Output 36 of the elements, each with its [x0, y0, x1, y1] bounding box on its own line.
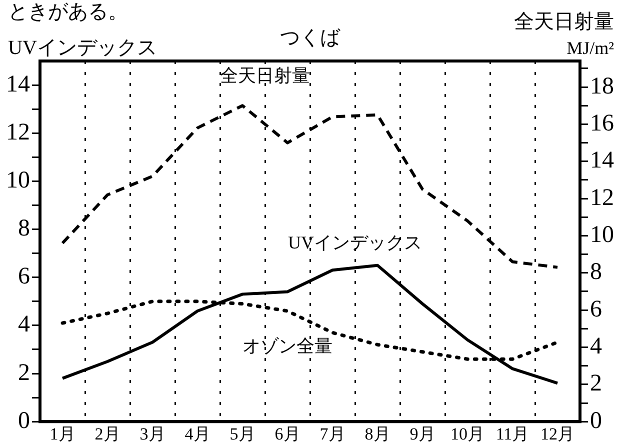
x-tick-label: 2月	[94, 424, 120, 444]
x-tick-label: 4月	[184, 424, 210, 444]
x-tick-label: 9月	[410, 424, 436, 444]
y2-tick-label: 4	[590, 334, 602, 360]
y-tick-label: 8	[18, 216, 30, 242]
y-tick-label: 0	[18, 408, 30, 434]
y-tick-label: 12	[6, 119, 30, 146]
y2-tick-label: 16	[590, 110, 614, 136]
y2-tick-label: 12	[590, 184, 614, 211]
chart-title: つくば	[280, 27, 341, 49]
x-tick-label: 10月	[450, 424, 484, 444]
y2-tick-label: 0	[590, 408, 602, 434]
x-tick-label: 5月	[230, 424, 256, 444]
y2-tick-label: 8	[590, 259, 602, 286]
y-tick-label: 4	[18, 312, 30, 338]
x-tick-label: 11月	[496, 424, 530, 444]
y2-tick-label: 10	[590, 222, 614, 248]
x-tick-label: 7月	[320, 424, 346, 444]
y2-tick-label: 6	[590, 296, 602, 322]
y-tick-label: 14	[6, 71, 30, 98]
x-tick-label: 6月	[274, 424, 300, 444]
y-tick-label: 2	[18, 360, 30, 386]
x-tick-label: 8月	[364, 424, 390, 444]
x-tick-label: 3月	[140, 424, 166, 444]
series-label: オゾン全量	[242, 336, 332, 356]
y2-tick-label: 2	[590, 370, 602, 397]
y-tick-label: 6	[18, 264, 30, 290]
series-label: 全天日射量	[220, 65, 310, 86]
y2-tick-label: 18	[590, 73, 614, 100]
x-tick-label: 1月	[50, 424, 76, 444]
y-tick-label: 10	[6, 167, 30, 194]
x-tick-label: 12月	[540, 424, 574, 444]
y2-axis-title: 全天日射量 MJ/m²	[514, 11, 614, 58]
y2-tick-label: 14	[590, 148, 614, 174]
y-axis-title: UVインデックス	[8, 37, 157, 59]
text: ときがある。	[8, 1, 128, 23]
